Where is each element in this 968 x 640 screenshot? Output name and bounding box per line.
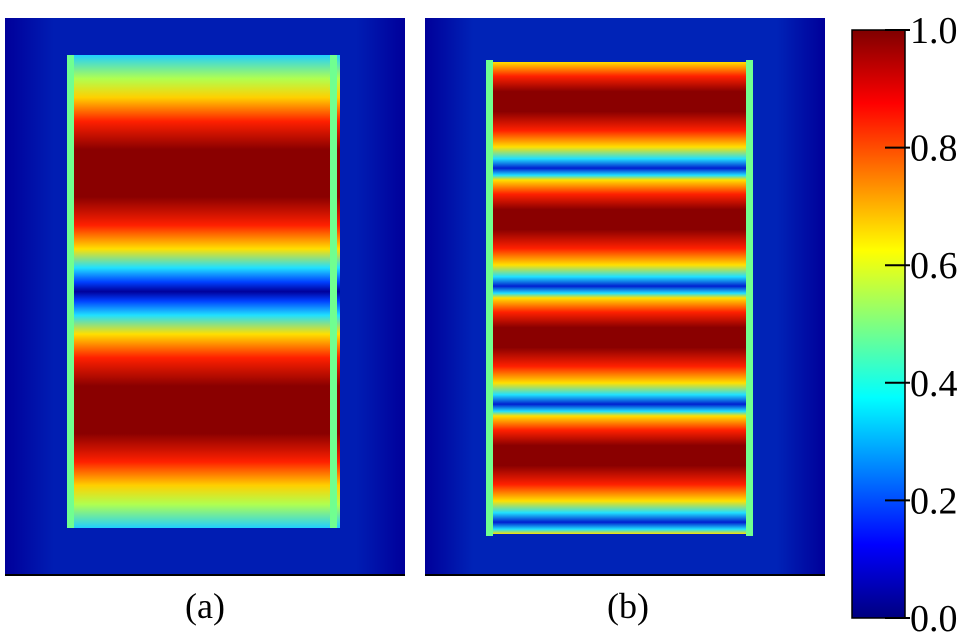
colorbar-tick-label: 1.0 [910,10,958,52]
field [70,55,340,528]
wall [67,55,74,528]
panel-b [425,18,825,576]
panel-a [5,18,405,576]
colorbar-tick-label: 0.4 [910,363,958,405]
panel-label: (b) [607,586,649,626]
colorbar-tick-label: 0.6 [910,245,958,287]
colorbar-tick-label: 0.0 [910,598,958,635]
wall [486,60,493,536]
colorbar-tick-label: 0.2 [910,480,958,522]
wall [330,55,337,528]
colorbar [851,29,906,619]
colorbar-ticks: 0.0 0.2 0.4 0.6 0.8 1.0 [885,10,958,640]
wall [746,60,753,536]
panel-label: (a) [185,586,225,626]
field [490,62,750,534]
colorbar-tick-label: 0.8 [910,128,958,170]
panel-labels: (a) (b) [185,586,649,626]
